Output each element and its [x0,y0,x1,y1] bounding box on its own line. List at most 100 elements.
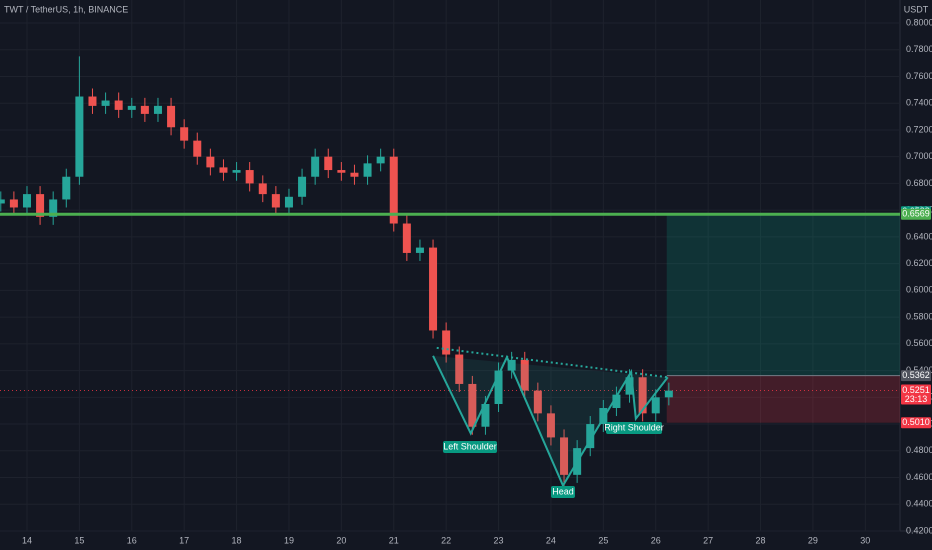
pattern-label-box [606,422,662,434]
candle-body [494,370,503,404]
candle-body [651,397,660,414]
y-tick-label: 0.4400 [906,499,932,509]
y-tick-label: 0.7400 [906,98,932,108]
y-tick-label: 0.4600 [906,472,932,482]
price-label-box [901,384,931,405]
candle-body [140,105,149,114]
price-label-box [901,417,931,429]
candle-body [62,176,71,200]
x-tick-label: 28 [756,535,766,545]
y-tick-label: 0.7200 [906,124,932,134]
candle-body [127,105,136,110]
chart-title: TWT / TetherUS, 1h, BINANCE [4,4,128,14]
x-tick-label: 21 [389,535,399,545]
candle-body [350,172,359,177]
candle-body [664,390,673,398]
y-tick-label: 0.8000 [906,17,932,27]
candle-body [49,199,58,217]
x-tick-label: 18 [232,535,242,545]
pattern-label: Head [552,486,574,496]
candle-body [114,100,123,110]
candle-body [180,127,189,141]
neckline [436,346,668,379]
y-tick-label: 0.7600 [906,71,932,81]
candle-body [638,377,647,414]
y-tick-label: 0.6400 [906,231,932,241]
candle-body [153,105,162,114]
candle-body [88,96,97,106]
price-label: 0.5010 [902,417,930,427]
candle-body [389,156,398,224]
y-tick-label: 0.5600 [906,338,932,348]
candle-body [284,196,293,208]
candle-body [586,424,595,449]
candle-body [75,96,84,177]
candle-body [298,176,307,197]
candle-body [324,156,333,171]
candle-body [258,183,267,195]
y-tick-label: 0.5400 [906,365,932,375]
candle-body [481,403,490,427]
pattern-label-box [551,486,575,498]
candle-body [101,100,110,106]
x-tick-label: 26 [651,535,661,545]
x-tick-label: 25 [598,535,608,545]
y-tick-label: 0.5800 [906,311,932,321]
candle-body [193,140,202,157]
y-tick-label: 0.4800 [906,445,932,455]
pattern-label: Right Shoulder [604,422,664,432]
x-tick-label: 30 [860,535,870,545]
candle-body [36,194,45,217]
y-tick-label: 0.7000 [906,151,932,161]
y-tick-label: 0.4200 [906,525,932,535]
candle-body [546,413,555,438]
candle-body [599,408,608,425]
x-tick-label: 24 [546,535,556,545]
countdown-label: 23:13 [905,394,928,404]
candle-body [468,383,477,427]
pattern-line [432,354,669,488]
price-label-box [901,370,931,382]
candle-body [337,170,346,173]
candle-body [520,359,529,391]
y-tick-label: 0.6200 [906,258,932,268]
candle-body [442,330,451,355]
pattern-label-box [443,441,497,453]
price-label: 0.5362 [902,370,930,380]
candle-body [311,156,320,177]
candle-body [22,194,31,208]
candle-body [455,354,464,384]
candle-body [271,194,280,208]
candle-body [219,167,228,173]
y-tick-label: 0.6000 [906,285,932,295]
candle-body [167,105,176,128]
price-label: 0.6569 [902,209,930,219]
pattern-label: Left Shoulder [443,441,497,451]
candle-body [376,156,385,164]
x-tick-label: 19 [284,535,294,545]
candle-body [363,163,372,177]
candle-body [533,390,542,414]
candle-body [402,223,411,253]
candle-body [415,247,424,253]
candle-body [0,199,5,204]
x-tick-label: 15 [74,535,84,545]
target-zone [666,214,900,376]
candle-body [625,377,634,395]
currency-label: USDT [904,4,929,14]
x-tick-label: 14 [22,535,32,545]
price-label: 0.5251 [902,385,930,395]
candle-body [232,170,241,173]
candle-body [560,437,569,475]
x-tick-label: 23 [494,535,504,545]
candle-body [245,170,254,184]
x-tick-label: 29 [808,535,818,545]
y-tick-label: 0.7800 [906,44,932,54]
x-tick-label: 16 [127,535,137,545]
stop-zone [666,375,900,423]
x-tick-label: 27 [703,535,713,545]
candle-body [429,247,438,331]
candle-body [507,359,516,371]
